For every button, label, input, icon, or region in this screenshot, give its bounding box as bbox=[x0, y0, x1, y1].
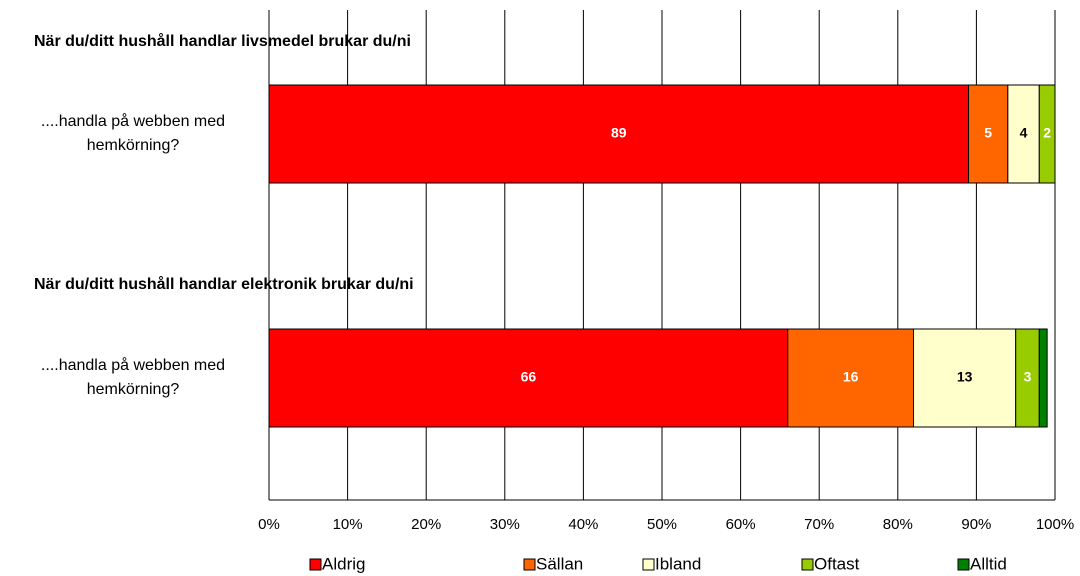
x-tick-label: 60% bbox=[726, 516, 756, 533]
bar-segment bbox=[968, 84, 1009, 184]
bar-segment bbox=[913, 328, 1017, 428]
bar-segment bbox=[1038, 328, 1048, 428]
data-label: 89 bbox=[611, 125, 627, 141]
group-title: När du/ditt hushåll handlar elektronik b… bbox=[34, 275, 414, 293]
legend-label: Ibland bbox=[655, 554, 701, 573]
data-label: 2 bbox=[1043, 125, 1051, 141]
x-tick-label: 0% bbox=[258, 516, 280, 533]
x-tick-label: 20% bbox=[411, 516, 441, 533]
data-label: 5 bbox=[984, 125, 992, 141]
legend-swatch bbox=[309, 558, 322, 571]
x-tick-label: 90% bbox=[961, 516, 991, 533]
bar-segment bbox=[268, 84, 970, 184]
legend-label: Sällan bbox=[536, 554, 583, 573]
legend-swatch bbox=[801, 558, 814, 571]
data-label: 66 bbox=[521, 369, 537, 385]
x-tick-label: 70% bbox=[804, 516, 834, 533]
bar-segment bbox=[1038, 84, 1056, 184]
data-label: 16 bbox=[843, 369, 859, 385]
data-label: 3 bbox=[1024, 369, 1032, 385]
x-tick-label: 40% bbox=[568, 516, 598, 533]
category-label: ....handla på webben med hemkörning? bbox=[40, 357, 226, 398]
bar-segment bbox=[268, 328, 789, 428]
x-tick-label: 80% bbox=[883, 516, 913, 533]
legend-swatch bbox=[523, 558, 536, 571]
x-tick-label: 30% bbox=[490, 516, 520, 533]
group-title: När du/ditt hushåll handlar livsmedel br… bbox=[34, 32, 411, 50]
data-label: 4 bbox=[1020, 125, 1028, 141]
legend-label: Aldrig bbox=[322, 554, 365, 573]
x-tick-label: 10% bbox=[333, 516, 363, 533]
legend-label: Alltid bbox=[970, 554, 1007, 573]
legend-swatch bbox=[642, 558, 655, 571]
legend-label: Oftast bbox=[814, 554, 860, 573]
x-tick-label: 100% bbox=[1036, 516, 1074, 533]
bar-segment bbox=[787, 328, 915, 428]
legend-swatch bbox=[957, 558, 970, 571]
bar-segment bbox=[1007, 84, 1040, 184]
category-label: ....handla på webben med hemkörning? bbox=[40, 113, 226, 154]
data-label: 13 bbox=[957, 369, 973, 385]
x-tick-label: 50% bbox=[647, 516, 677, 533]
